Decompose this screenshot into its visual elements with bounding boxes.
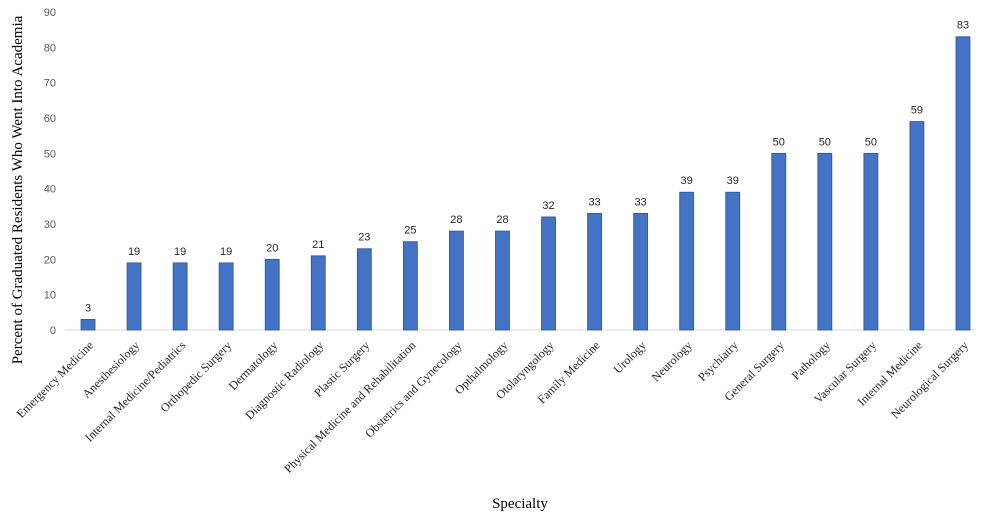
bar — [955, 36, 971, 331]
y-tick-label: 50 — [44, 148, 56, 160]
y-tick-label: 10 — [44, 290, 56, 302]
category-label: Obstetrics and Gynecology — [362, 338, 464, 440]
y-tick-label: 90 — [44, 7, 56, 19]
bar-value-label: 50 — [819, 136, 831, 148]
bar — [449, 230, 464, 331]
bar-value-label: 33 — [635, 196, 647, 208]
bar — [725, 191, 741, 331]
bar — [587, 212, 602, 331]
y-tick-label: 30 — [44, 219, 56, 231]
x-axis-title: Specialty — [492, 496, 548, 512]
category-label: Diagnostic Radiology — [242, 338, 326, 422]
bar-value-label: 39 — [727, 175, 739, 187]
y-tick-label: 80 — [44, 42, 56, 54]
bar-value-label: 33 — [588, 196, 600, 208]
bar-value-label: 28 — [450, 214, 462, 226]
y-tick-label: 20 — [44, 254, 56, 266]
category-label: Neurological Surgery — [888, 338, 971, 421]
y-axis-ticks: 0 10 20 30 40 50 60 70 80 90 — [44, 7, 56, 337]
bar — [771, 152, 787, 331]
y-tick-label: 40 — [44, 184, 56, 196]
bar — [218, 262, 234, 331]
category-label: Neurology — [649, 338, 695, 384]
bar-value-label: 32 — [542, 200, 554, 212]
bar — [172, 262, 188, 331]
category-label: Urology — [611, 338, 649, 376]
bar-value-label: 19 — [128, 246, 140, 258]
category-label: Pathology — [789, 338, 833, 382]
data-labels: 3 19 19 19 20 21 23 25 28 28 32 33 33 39 39 50 50 50 59 83 — [85, 20, 969, 315]
y-tick-label: 70 — [44, 78, 56, 90]
y-tick-label: 0 — [50, 325, 56, 337]
category-label: Psychiatry — [695, 338, 741, 384]
bar-value-label: 3 — [85, 302, 91, 314]
bar — [80, 318, 96, 331]
bar — [310, 255, 326, 331]
bar-value-label: 23 — [358, 232, 370, 244]
bar — [909, 121, 925, 331]
category-labels: Emergency MedicineAnesthesiologyInternal… — [14, 338, 972, 476]
bar-value-label: 20 — [266, 242, 278, 254]
bar — [495, 230, 510, 331]
bar-value-label: 19 — [220, 246, 232, 258]
bar — [264, 258, 280, 331]
bar-value-label: 59 — [911, 105, 923, 117]
bar-value-label: 50 — [865, 136, 877, 148]
bar — [633, 212, 649, 331]
bar-value-label: 25 — [404, 225, 416, 237]
bar-value-label: 28 — [496, 214, 508, 226]
bar-value-label: 83 — [957, 20, 969, 32]
bar-value-label: 50 — [773, 136, 785, 148]
y-tick-label: 60 — [44, 113, 56, 125]
bar — [863, 152, 879, 331]
bar — [817, 152, 833, 331]
y-axis-title: Percent of Graduated Residents Who Went … — [10, 15, 26, 364]
bar-value-label: 39 — [681, 175, 693, 187]
bar — [402, 241, 418, 331]
bar — [356, 248, 372, 331]
bar — [679, 191, 695, 331]
bars — [80, 36, 971, 331]
bar — [126, 262, 142, 331]
bar — [541, 216, 556, 331]
bar-value-label: 21 — [312, 239, 324, 251]
bar-value-label: 19 — [174, 246, 186, 258]
